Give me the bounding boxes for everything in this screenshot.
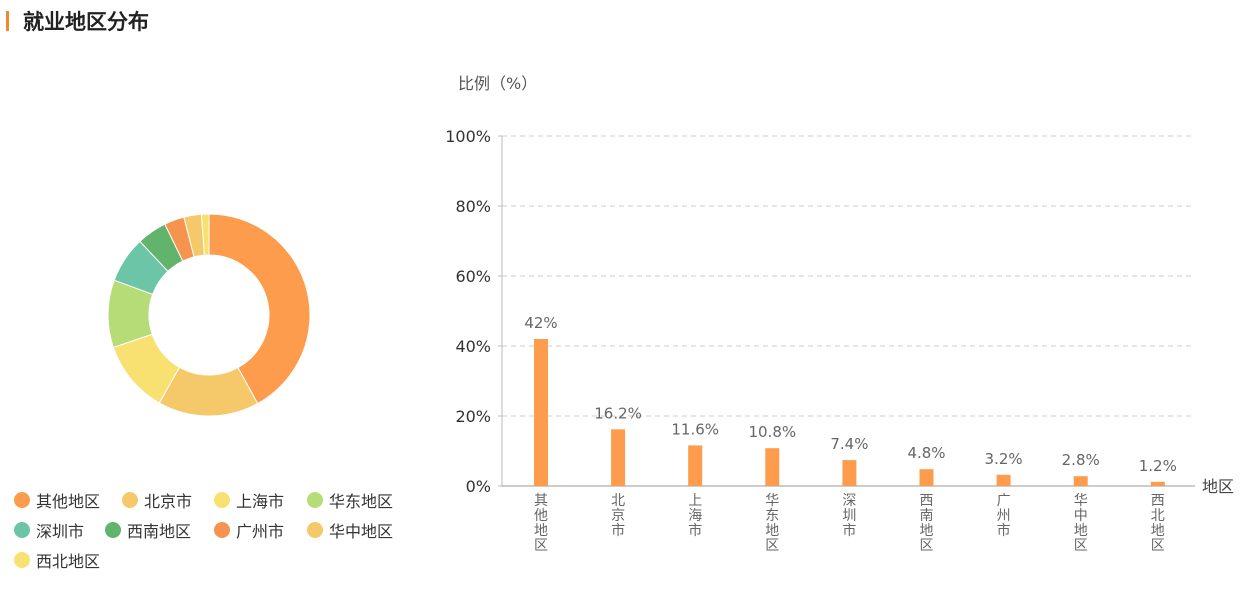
donut-slice-8[interactable] [200, 213, 210, 256]
bar[interactable] [611, 429, 626, 486]
page-title: 就业地区分布 [23, 10, 149, 34]
legend-swatch [214, 522, 230, 538]
legend-item[interactable]: 西南地区 [105, 518, 191, 542]
legend-label: 上海市 [236, 492, 285, 511]
legend-label: 北京市 [144, 492, 193, 511]
legend-item[interactable]: 华东地区 [307, 488, 393, 512]
legend-swatch [122, 492, 138, 508]
legend-item[interactable]: 深圳市 [14, 518, 84, 542]
bar-data-label: 7.4% [830, 435, 868, 453]
legend-item[interactable]: 广州市 [214, 518, 284, 542]
x-tick-label: 深圳市 [842, 493, 856, 539]
x-tick-label: 华中地区 [1074, 493, 1088, 554]
x-tick-label: 上海市 [688, 493, 702, 539]
legend-swatch [14, 522, 30, 538]
bar[interactable] [1150, 481, 1165, 486]
x-tick-label: 北京市 [611, 493, 625, 539]
x-tick-label: 其他地区 [534, 493, 548, 554]
legend-label: 西北地区 [36, 552, 101, 571]
legend-swatch [14, 492, 30, 508]
donut-chart [107, 213, 311, 417]
x-axis-label: 地区 [1202, 477, 1234, 496]
legend-item[interactable]: 西北地区 [14, 548, 100, 572]
y-tick-label: 100% [445, 127, 491, 146]
x-tick-label: 华东地区 [765, 493, 779, 554]
legend-label: 西南地区 [127, 522, 192, 541]
legend-item[interactable]: 其他地区 [14, 488, 100, 512]
y-tick-label: 40% [455, 337, 491, 356]
bar[interactable] [996, 474, 1011, 486]
legend-swatch [14, 552, 30, 568]
bar-data-label: 10.8% [748, 423, 796, 441]
bar-data-label: 11.6% [671, 420, 719, 438]
legend-item[interactable]: 华中地区 [307, 518, 393, 542]
legend-label: 广州市 [236, 522, 285, 541]
bar[interactable] [534, 339, 548, 486]
y-tick-label: 0% [466, 477, 491, 496]
bar-data-label: 4.8% [907, 444, 945, 462]
legend-swatch [307, 522, 323, 538]
x-tick-label: 西北地区 [1151, 493, 1165, 554]
legend-swatch [307, 492, 323, 508]
legend-swatch [105, 522, 121, 538]
legend-swatch [214, 492, 230, 508]
bar[interactable] [765, 448, 780, 486]
title-accent-bar [6, 11, 9, 31]
bar[interactable] [1073, 476, 1088, 486]
legend-label: 华东地区 [329, 492, 394, 511]
y-tick-label: 80% [455, 197, 491, 216]
bar[interactable] [842, 460, 857, 486]
y-tick-label: 60% [455, 267, 491, 286]
legend-item[interactable]: 上海市 [214, 488, 284, 512]
x-tick-label: 广州市 [997, 493, 1011, 539]
bar-data-label: 42% [524, 314, 557, 332]
legend-item[interactable]: 北京市 [122, 488, 192, 512]
y-tick-label: 20% [455, 407, 491, 426]
bar-data-label: 2.8% [1062, 451, 1100, 469]
bar[interactable] [919, 469, 934, 486]
donut-slice-0[interactable] [208, 213, 311, 405]
bar-data-label: 3.2% [985, 450, 1023, 468]
y-axis-label: 比例（%） [458, 74, 538, 93]
bar[interactable] [688, 445, 703, 486]
bar-data-label: 16.2% [594, 404, 642, 422]
legend-label: 华中地区 [329, 522, 394, 541]
legend-label: 深圳市 [36, 522, 85, 541]
section-header: 就业地区分布 [6, 9, 149, 34]
bar-data-label: 1.2% [1139, 457, 1177, 475]
x-tick-label: 西南地区 [920, 493, 934, 554]
legend-label: 其他地区 [36, 492, 101, 511]
